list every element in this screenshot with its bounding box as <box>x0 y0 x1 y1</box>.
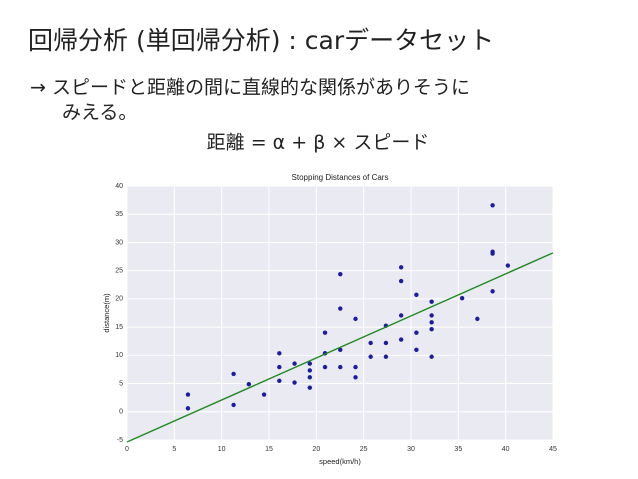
data-point <box>185 406 191 411</box>
data-point <box>353 375 358 380</box>
data-point <box>307 375 313 380</box>
data-point <box>307 368 313 373</box>
data-point <box>338 271 343 277</box>
y-tick-label: 35 <box>115 211 123 218</box>
data-point <box>368 340 373 346</box>
data-point <box>398 265 404 270</box>
y-tick-label: 30 <box>115 239 123 246</box>
data-point <box>383 354 389 359</box>
data-point <box>292 380 297 385</box>
x-tick-label: 0 <box>125 446 129 453</box>
data-point <box>307 385 313 390</box>
data-point <box>398 313 404 318</box>
data-point <box>459 296 465 301</box>
x-axis-label: speed(km/h) <box>319 457 361 466</box>
data-point <box>398 337 404 342</box>
data-point <box>429 326 434 332</box>
body-text: みえる。 <box>62 102 137 124</box>
data-point <box>277 364 282 370</box>
data-point <box>185 392 191 397</box>
plot-area <box>127 186 553 440</box>
data-point <box>414 292 419 297</box>
slide-title: 回帰分析 (単回帰分析) : carデータセット <box>28 26 494 55</box>
data-point <box>490 203 495 208</box>
x-tick-label: 5 <box>172 446 176 453</box>
x-tick-label: 30 <box>407 446 415 453</box>
x-tick-label: 25 <box>360 446 368 453</box>
data-point <box>414 347 419 353</box>
y-tick-label: -5 <box>117 437 123 444</box>
data-point <box>475 316 480 322</box>
y-tick-label: 40 <box>115 183 123 190</box>
data-point <box>292 361 297 366</box>
data-point <box>307 361 313 366</box>
data-point <box>368 354 373 359</box>
data-point <box>338 306 343 311</box>
data-point <box>277 378 282 383</box>
y-tick-label: 25 <box>115 268 123 275</box>
data-point <box>383 340 389 346</box>
data-point <box>277 351 282 356</box>
data-point <box>414 330 419 335</box>
regression-line <box>126 252 554 443</box>
y-tick-label: 10 <box>115 352 123 359</box>
x-tick-label: 10 <box>218 446 226 453</box>
x-tick-label: 40 <box>502 446 510 453</box>
data-point <box>322 364 328 370</box>
data-point <box>231 402 236 408</box>
data-point <box>429 354 434 359</box>
x-tick-label: 35 <box>454 446 462 453</box>
data-point <box>490 289 495 294</box>
data-point <box>231 371 236 377</box>
x-tick-label: 15 <box>265 446 273 453</box>
y-axis-label: distance(m) <box>102 293 111 333</box>
data-point <box>338 347 343 353</box>
chart-title: Stopping Distances of Cars <box>292 173 389 182</box>
body-text: → スピードと距離の間に直線的な関係がありそうに <box>30 77 470 99</box>
data-point <box>338 364 343 370</box>
data-point <box>429 320 434 325</box>
data-point <box>398 278 404 284</box>
data-point <box>490 249 495 254</box>
data-point <box>429 313 434 318</box>
y-tick-label: 15 <box>115 324 123 331</box>
data-point <box>353 316 358 322</box>
data-point <box>505 263 511 268</box>
x-tick-label: 20 <box>312 446 320 453</box>
data-point <box>429 299 434 304</box>
y-tick-label: 0 <box>119 409 123 416</box>
formula: 距離 = α + β × スピード <box>207 132 430 154</box>
data-point <box>353 364 358 370</box>
data-point <box>261 392 267 397</box>
y-tick-label: 5 <box>119 380 123 387</box>
y-tick-label: 20 <box>115 296 123 303</box>
data-point <box>246 382 252 387</box>
data-point <box>322 330 328 335</box>
x-tick-label: 45 <box>549 446 557 453</box>
